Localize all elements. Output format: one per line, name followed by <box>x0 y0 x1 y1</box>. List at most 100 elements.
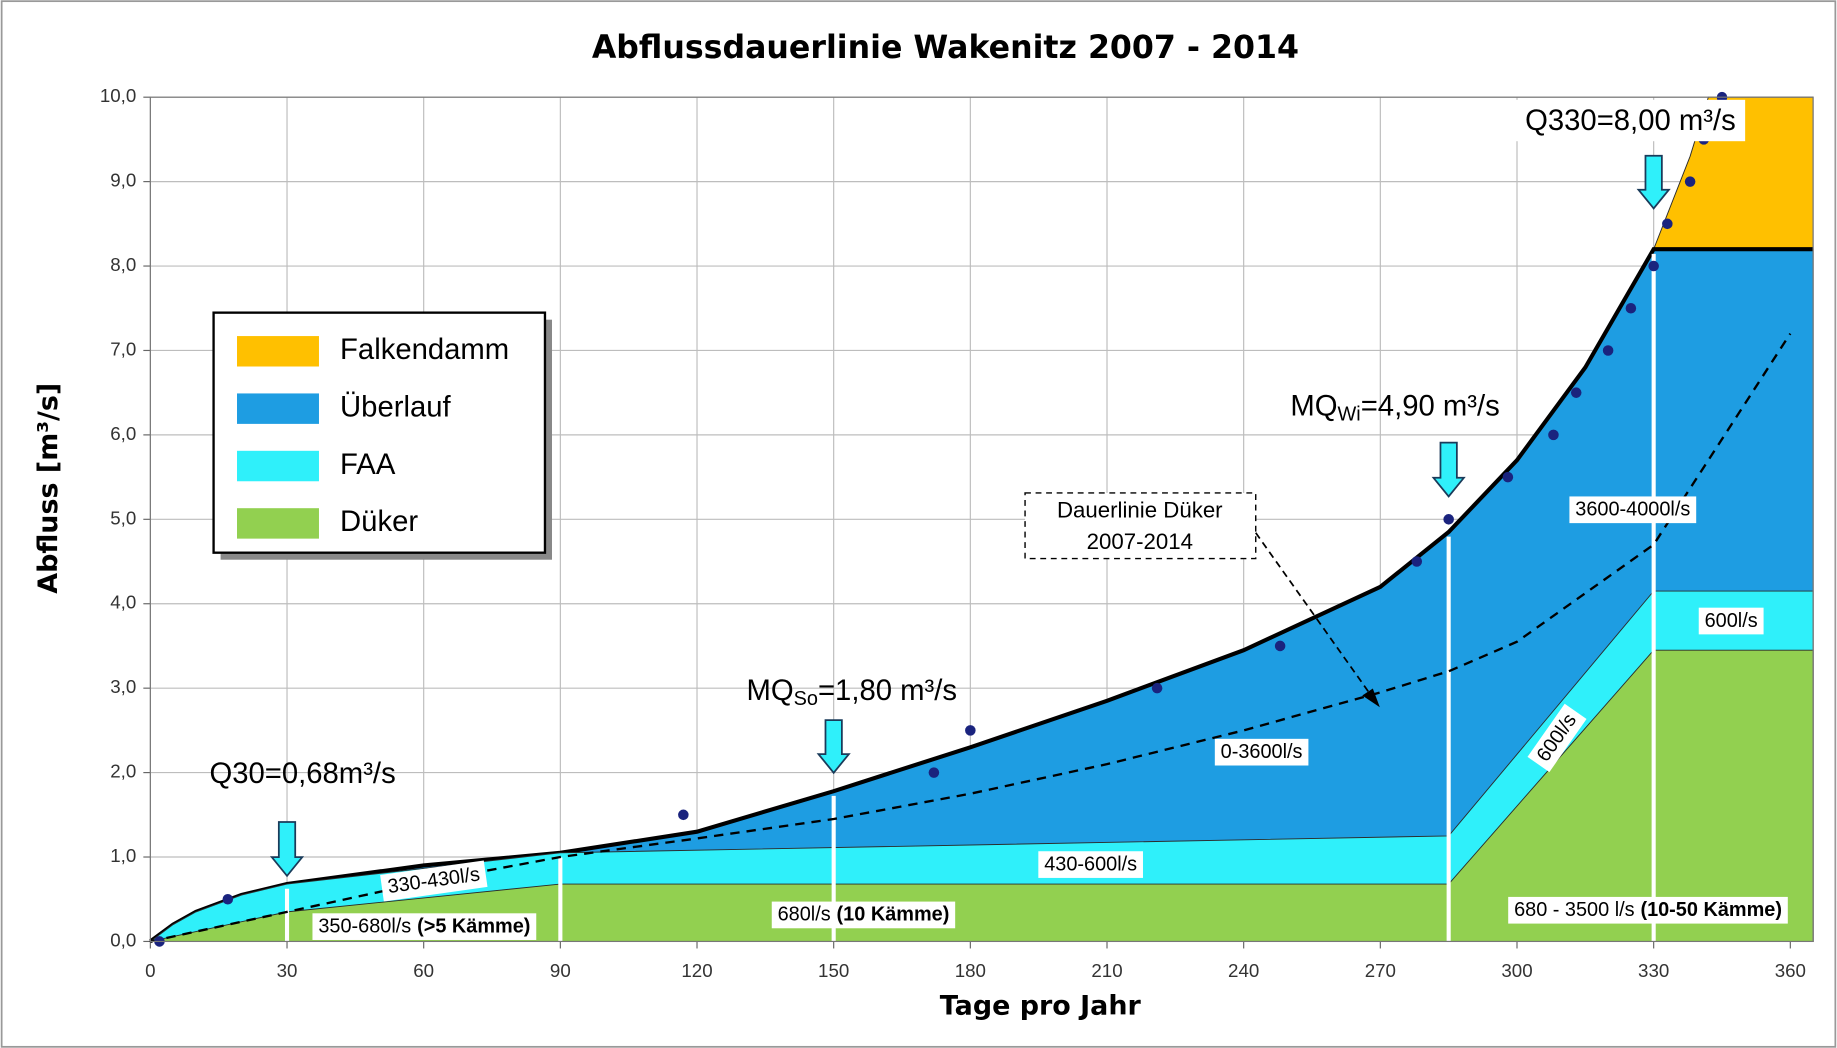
data-point <box>222 893 234 905</box>
annotation-arrow <box>816 719 851 775</box>
annotation-part: Q30=0,68m³/s <box>209 758 395 790</box>
y-tick-label: 3,0 <box>110 676 136 697</box>
y-tick-label: 4,0 <box>110 592 136 613</box>
annotation: Q330=8,00 m³/s <box>1525 105 1736 137</box>
y-tick-label: 10,0 <box>100 85 136 106</box>
label-part: 3600-4000l/s <box>1575 499 1690 521</box>
callout-arrow <box>1255 532 1374 699</box>
data-point <box>678 809 689 821</box>
label-part: (10 Kämme) <box>837 904 950 926</box>
label-box <box>1569 496 1697 524</box>
label-box <box>1038 851 1143 878</box>
region-label: 3600-4000l/s <box>1569 496 1697 524</box>
annotation-arrow <box>269 821 305 878</box>
data-point <box>1502 471 1514 483</box>
label-box <box>1214 738 1309 766</box>
data-point <box>1662 218 1673 230</box>
region-label-text: 350-680l/s (>5 Kämme) <box>318 916 530 938</box>
label-box <box>380 860 488 902</box>
y-tick-label: 9,0 <box>110 170 136 191</box>
annotation-arrow <box>1636 154 1671 210</box>
region-label-text: 680 - 3500 l/s (10-50 Kämme) <box>1514 899 1782 921</box>
label-box <box>1527 703 1587 773</box>
x-tick-label: 60 <box>413 960 434 981</box>
x-tick-label: 180 <box>955 960 986 981</box>
data-point <box>1151 682 1163 694</box>
y-tick-label: 5,0 <box>110 507 136 528</box>
annotation-part: =4,90 m³/s <box>1361 390 1500 422</box>
plot-border <box>149 96 1814 943</box>
legend-swatch <box>237 393 319 424</box>
annotation: MQWi=4,90 m³/s <box>1290 390 1499 426</box>
label-part: 0-3600l/s <box>1221 741 1303 763</box>
x-tick-label: 240 <box>1228 960 1259 981</box>
label-part: (10-50 Kämme) <box>1640 899 1782 921</box>
annotation-part: =1,80 m³/s <box>818 675 957 707</box>
legend-label: FAA <box>340 449 396 481</box>
y-tick-label: 2,0 <box>110 761 136 782</box>
data-point <box>1274 640 1286 652</box>
annotation: Q30=0,68m³/s <box>209 758 395 790</box>
region-label-text: 3600-4000l/s <box>1575 499 1690 521</box>
label-part: 350-680l/s <box>318 916 411 938</box>
legend-label: Überlauf <box>340 391 451 423</box>
y-tick-label: 0,0 <box>110 929 136 950</box>
annotation-part: MQ <box>1290 390 1337 422</box>
y-tick-label: 7,0 <box>110 338 136 359</box>
x-tick-label: 0 <box>145 960 155 981</box>
label-part: 680l/s <box>778 904 831 926</box>
region-label: 0-3600l/s <box>1214 738 1309 766</box>
legend-label: Düker <box>340 506 418 538</box>
region-label-text: 0-3600l/s <box>1221 741 1303 763</box>
y-axis-label: Abfluss [m³/s] <box>33 383 64 594</box>
annotation-arrow <box>1431 441 1466 498</box>
label-part: 430-600l/s <box>1044 854 1137 876</box>
data-point <box>1648 260 1659 272</box>
region-label: 600l/s <box>1698 607 1764 635</box>
label-part: 600l/s <box>1705 610 1758 632</box>
x-tick-label: 300 <box>1501 960 1532 981</box>
label-part: (>5 Kämme) <box>417 916 530 938</box>
annotation-part: Q330=8,00 m³/s <box>1525 105 1736 137</box>
y-tick-label: 8,0 <box>110 254 136 275</box>
legend-swatch <box>237 508 319 539</box>
x-tick-label: 360 <box>1775 960 1806 981</box>
annotation-part: So <box>794 688 818 710</box>
chart-title: Abflussdauerlinie Wakenitz 2007 - 2014 <box>592 30 1299 66</box>
x-tick-label: 90 <box>550 960 571 981</box>
data-point <box>1602 345 1614 356</box>
label-box <box>771 901 956 929</box>
region-label: 680l/s (10 Kämme) <box>771 901 956 929</box>
data-point <box>1548 429 1559 441</box>
callout-text: Dauerlinie Düker <box>1057 498 1223 523</box>
label-box <box>1698 607 1764 635</box>
region-label-text: 430-600l/s <box>1044 854 1137 876</box>
y-tick-label: 1,0 <box>110 845 136 866</box>
x-tick-label: 270 <box>1365 960 1396 981</box>
callout-text: 2007-2014 <box>1087 529 1193 554</box>
legend-swatch <box>237 450 319 482</box>
x-axis-label: Tage pro Jahr <box>940 991 1142 1022</box>
label-box <box>1508 896 1788 924</box>
y-tick-label: 6,0 <box>110 423 136 444</box>
callout-box <box>1024 492 1257 560</box>
data-point <box>1443 514 1454 525</box>
annotation: MQSo=1,80 m³/s <box>746 675 957 711</box>
annotation-part: Wi <box>1338 404 1361 426</box>
region-label-text: 600l/s <box>1705 610 1758 632</box>
x-tick-label: 210 <box>1091 960 1122 981</box>
region-label-text: 680l/s (10 Kämme) <box>778 904 950 926</box>
callout-arrowhead <box>1362 688 1380 708</box>
region-label: 350-680l/s (>5 Kämme) <box>312 913 537 940</box>
x-tick-label: 150 <box>818 960 849 981</box>
data-point <box>965 725 976 736</box>
annotation-part: MQ <box>746 675 793 707</box>
region-label: 680 - 3500 l/s (10-50 Kämme) <box>1508 896 1788 924</box>
x-tick-label: 120 <box>681 960 712 981</box>
x-tick-label: 330 <box>1638 960 1669 981</box>
data-point <box>1411 556 1423 567</box>
label-part: 680 - 3500 l/s <box>1514 899 1635 921</box>
annotation-box <box>1515 99 1746 142</box>
label-box <box>312 913 537 940</box>
data-point <box>928 767 940 778</box>
